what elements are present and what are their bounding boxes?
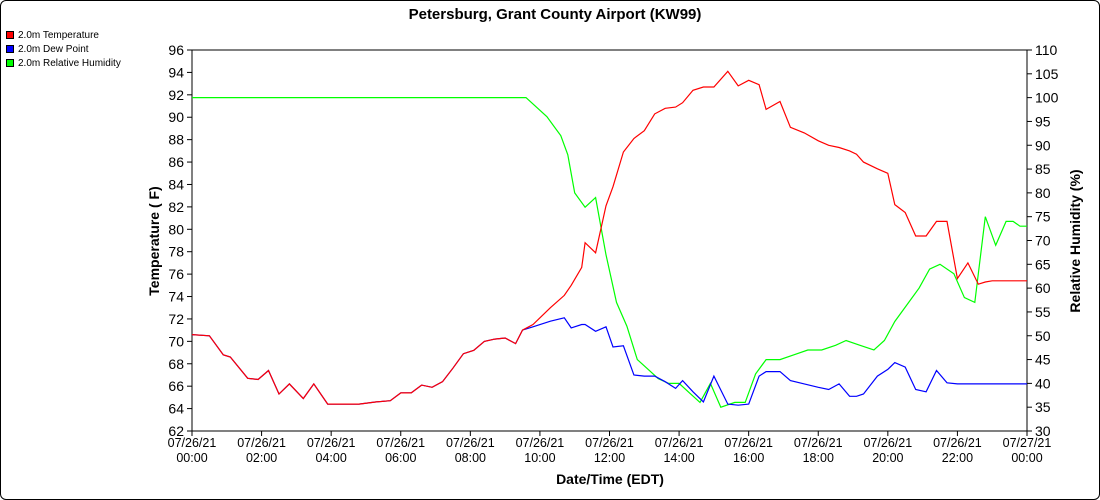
series-line-2-0m-relative-humidity (192, 96, 1027, 408)
x-tick-date: 07/26/21 (237, 436, 286, 450)
y-tick-label-right: 30 (1035, 423, 1051, 439)
x-tick-date: 07/26/21 (307, 436, 356, 450)
x-tick-date: 07/26/21 (933, 436, 982, 450)
y-tick-label-left: 70 (168, 333, 184, 349)
legend-item: 2.0m Relative Humidity (6, 56, 121, 70)
y-tick-label-left: 78 (168, 244, 184, 260)
y-tick-label-right: 70 (1035, 233, 1051, 249)
y-tick-label-right: 100 (1035, 90, 1059, 106)
y-tick-label-right: 85 (1035, 161, 1051, 177)
legend-label: 2.0m Relative Humidity (18, 57, 121, 69)
y-tick-label-left: 90 (168, 109, 184, 125)
y-tick-label-right: 105 (1035, 66, 1059, 82)
legend-swatch (6, 59, 14, 67)
legend: 2.0m Temperature 2.0m Dew Point 2.0m Relat… (6, 28, 121, 70)
y-axis-left: 62 64 66 68 70 72 74 76 78 80 82 84 86 88 90 92 94 96 (168, 42, 192, 439)
series-line-2-0m-dew-point (191, 317, 1027, 406)
y-tick-label-right: 90 (1035, 137, 1051, 153)
y-axis-label-right: Relative Humidity (%) (1067, 169, 1083, 312)
y-tick-label-right: 60 (1035, 280, 1051, 296)
y-axis-right: 30 35 40 45 50 55 60 65 70 75 80 85 90 95 100 105 110 (1027, 42, 1059, 439)
legend-label: 2.0m Temperature (18, 29, 99, 41)
x-tick-date: 07/27/21 (1003, 436, 1052, 450)
y-tick-label-left: 94 (168, 64, 184, 80)
x-tick-time: 04:00 (316, 451, 347, 465)
plot-area (191, 49, 1028, 432)
legend-swatch (6, 31, 14, 39)
y-tick-label-right: 55 (1035, 304, 1051, 320)
y-tick-label-left: 72 (168, 311, 184, 327)
y-tick-label-left: 92 (168, 87, 184, 103)
x-tick-time: 22:00 (942, 451, 973, 465)
y-axis-label-left: Temperature ( F) (146, 186, 162, 295)
chart-title: Petersburg, Grant County Airport (KW99) (409, 6, 702, 23)
y-tick-label-left: 62 (168, 423, 184, 439)
y-tick-label-left: 88 (168, 132, 184, 148)
legend-swatch (6, 45, 14, 53)
y-tick-label-left: 74 (168, 289, 184, 305)
y-tick-label-left: 86 (168, 154, 184, 170)
y-tick-label-left: 80 (168, 221, 184, 237)
x-tick-date: 07/26/21 (446, 436, 495, 450)
x-tick-time: 10:00 (524, 451, 555, 465)
x-tick-date: 07/26/21 (655, 436, 704, 450)
y-tick-label-right: 95 (1035, 113, 1051, 129)
x-tick-time: 16:00 (733, 451, 764, 465)
x-tick-time: 20:00 (872, 451, 903, 465)
y-tick-label-left: 64 (168, 401, 184, 417)
x-tick-date: 07/26/21 (724, 436, 773, 450)
y-tick-label-left: 68 (168, 356, 184, 372)
y-tick-label-right: 65 (1035, 256, 1051, 272)
y-tick-label-right: 50 (1035, 328, 1051, 344)
y-tick-label-right: 45 (1035, 352, 1051, 368)
y-tick-label-right: 80 (1035, 185, 1051, 201)
y-tick-label-right: 75 (1035, 209, 1051, 225)
x-axis-label: Date/Time (EDT) (556, 471, 664, 487)
x-tick-time: 00:00 (176, 451, 207, 465)
y-tick-label-left: 84 (168, 176, 184, 192)
y-tick-label-left: 66 (168, 378, 184, 394)
y-tick-label-right: 35 (1035, 399, 1051, 415)
x-tick-date: 07/26/21 (376, 436, 425, 450)
x-tick-date: 07/26/21 (794, 436, 843, 450)
x-tick-time: 08:00 (455, 451, 486, 465)
x-tick-time: 00:00 (1011, 451, 1042, 465)
x-tick-time: 12:00 (594, 451, 625, 465)
legend-item: 2.0m Dew Point (6, 42, 121, 56)
y-tick-label-left: 96 (168, 42, 184, 58)
legend-label: 2.0m Dew Point (18, 43, 89, 55)
y-tick-label-left: 82 (168, 199, 184, 215)
x-tick-date: 07/26/21 (585, 436, 634, 450)
y-tick-label-left: 76 (168, 266, 184, 282)
series-layer (191, 70, 1027, 408)
legend-item: 2.0m Temperature (6, 28, 121, 42)
x-axis: 07/26/2100:0007/26/2102:0007/26/2104:000… (168, 431, 1052, 465)
x-tick-time: 18:00 (803, 451, 834, 465)
y-tick-label-right: 40 (1035, 375, 1051, 391)
x-tick-time: 14:00 (663, 451, 694, 465)
y-tick-label-right: 110 (1035, 42, 1058, 58)
series-line-2-0m-temperature (191, 70, 1027, 405)
x-tick-time: 06:00 (385, 451, 416, 465)
x-tick-date: 07/26/21 (863, 436, 912, 450)
x-tick-date: 07/26/21 (516, 436, 565, 450)
x-tick-time: 02:00 (246, 451, 277, 465)
x-tick-date: 07/26/21 (168, 436, 217, 450)
